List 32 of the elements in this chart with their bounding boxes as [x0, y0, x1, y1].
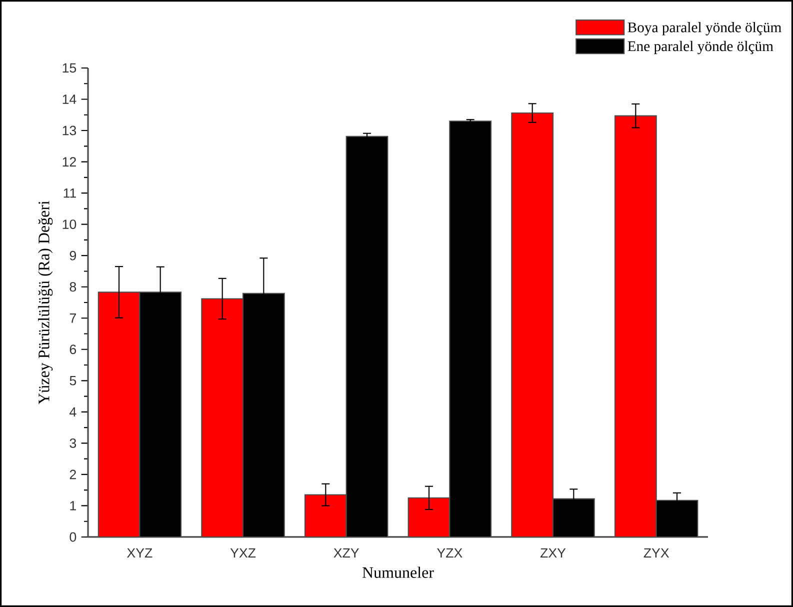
bar — [139, 292, 182, 537]
y-tick-label: 6 — [70, 344, 76, 354]
legend-label: Boya paralel yönde ölçüm — [628, 22, 782, 36]
y-tick-label: 12 — [62, 157, 76, 166]
y-axis-title: Yüzey Pürüzlülüğü (Ra) Değeri — [38, 200, 53, 404]
y-tick-label: 0 — [70, 532, 76, 542]
y-tick-label: 3 — [70, 438, 76, 448]
x-axis-title: Numuneler — [362, 566, 434, 578]
y-tick-label: 8 — [70, 282, 76, 292]
bar — [552, 498, 595, 537]
bar — [449, 120, 492, 537]
bar — [242, 292, 285, 537]
y-tick-label: 1 — [70, 501, 76, 510]
y-tick-label: 9 — [70, 250, 76, 260]
bar — [656, 500, 698, 537]
legend-label: Ene paralel yönde ölçüm — [628, 40, 774, 54]
y-tick-label: 10 — [62, 220, 76, 230]
y-tick-label: 15 — [62, 63, 76, 73]
bar — [346, 136, 388, 537]
y-tick-label: 2 — [70, 470, 76, 480]
x-tick-label: XZY — [334, 548, 360, 558]
y-tick-label: 13 — [62, 126, 76, 136]
x-tick-label: YZX — [436, 548, 462, 558]
y-tick-label: 14 — [62, 94, 76, 104]
x-tick-label: YXZ — [230, 548, 256, 558]
x-tick-label: ZYX — [644, 548, 670, 558]
y-tick-label: 11 — [64, 188, 76, 198]
y-tick-label: 4 — [70, 407, 76, 417]
x-tick-label: ZXY — [540, 548, 566, 558]
y-tick-label: 5 — [70, 376, 76, 386]
y-tick-label: 7 — [70, 314, 76, 323]
x-tick-label: XYZ — [127, 548, 152, 558]
